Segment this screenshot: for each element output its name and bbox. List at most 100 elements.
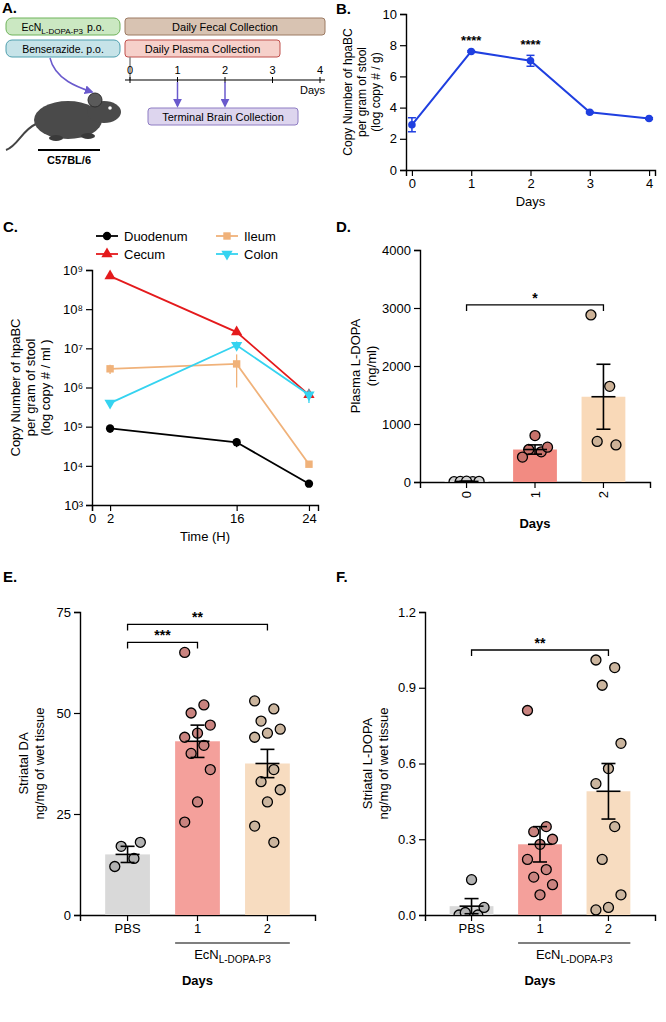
tick-label: 1000 (382, 417, 411, 432)
axis-title: Striatal L-DOPA (360, 717, 375, 809)
timeline-tick (320, 77, 321, 83)
legend-label: Duodenum (124, 229, 188, 244)
data-point (597, 854, 607, 864)
tick: 1.2 (398, 605, 425, 620)
tick-label: PBS (459, 921, 485, 936)
tick-mark (86, 427, 92, 428)
axis-title: Plasma L-DOPA (348, 318, 363, 413)
tick-mark (412, 170, 413, 176)
data-point (106, 365, 113, 372)
data-line (110, 428, 309, 483)
axis-title: Days (524, 973, 555, 988)
terminal-arrow (177, 82, 179, 106)
error-cap (533, 826, 547, 828)
axis-title: ng/mg of wet tissue (32, 708, 47, 820)
error-cap (601, 818, 615, 820)
data-point (305, 461, 312, 468)
significance: *** (154, 627, 171, 643)
bar (513, 450, 557, 482)
data-point (275, 785, 285, 795)
timeline-tick (130, 77, 131, 83)
tick-label: 4 (390, 100, 397, 115)
tick-label: 2 (107, 511, 114, 526)
tick: 0 (64, 908, 80, 923)
tick-mark (197, 915, 198, 921)
tick-label: 10⁸ (63, 302, 83, 317)
panel-0: B.024681001234Copy Number of hpaBCper gr… (336, 0, 656, 209)
error-cap (533, 861, 547, 863)
data-point (110, 862, 120, 872)
data-point (106, 424, 114, 432)
tick-label: 0.9 (398, 680, 416, 695)
data-point (180, 817, 190, 827)
tick: 16 (230, 505, 244, 526)
tick-label: 1 (468, 176, 475, 191)
tick: 50 (57, 706, 80, 721)
axis-line (426, 916, 656, 922)
axis-title: Time (H) (180, 529, 230, 544)
tick-label: 10³ (64, 498, 83, 513)
tick-label: 4 (646, 176, 653, 191)
y-axis: 0255075 (57, 605, 81, 923)
tick-label: 10⁹ (63, 263, 83, 278)
significance: ** (535, 635, 546, 651)
tick: 3 (587, 170, 594, 191)
tick-label: 6 (390, 69, 397, 84)
data-point (529, 827, 539, 837)
terminal-arrow (224, 82, 226, 106)
tick-label: 25 (57, 807, 71, 822)
data-point (586, 310, 596, 320)
error-cap (596, 363, 610, 365)
panel-letter: C. (3, 218, 18, 235)
error-cap (191, 724, 205, 726)
data-point (135, 837, 145, 847)
treatment-suffix: p.o. (87, 21, 105, 33)
data-point (250, 732, 260, 742)
data-point (467, 875, 477, 885)
tick-label: 0.6 (398, 756, 416, 771)
mean-line (528, 843, 552, 845)
data-line (110, 345, 309, 403)
plot-area (408, 48, 653, 132)
data-point (591, 905, 601, 915)
tick-mark (86, 387, 92, 388)
tick-mark (309, 505, 310, 511)
collection-label: Terminal Brain Collection (162, 111, 284, 123)
axis-line (407, 171, 656, 177)
tick-mark (86, 270, 92, 271)
tick-mark (471, 170, 472, 176)
data-point (543, 442, 553, 452)
significance: **** (461, 33, 482, 48)
data-point (605, 381, 615, 391)
bar (245, 764, 290, 916)
x-axis: PBS12 (426, 915, 656, 936)
axis-title: Days (519, 516, 550, 531)
data-line (412, 51, 649, 124)
mean-line (455, 481, 479, 482)
tick-mark (590, 170, 591, 176)
tick-label: 10 (383, 7, 397, 22)
group-label: EcNL-DOPA-P3 (536, 947, 613, 965)
panel-letter: A. (2, 0, 17, 16)
error-cap (601, 763, 615, 765)
mean-line (596, 790, 620, 792)
data-point (186, 708, 196, 718)
timeline-title: Days (300, 84, 326, 96)
mean-line (186, 740, 210, 742)
tick-label: 3 (587, 176, 594, 191)
axis-line (421, 483, 651, 489)
data-point (645, 115, 653, 123)
tick: 0 (404, 475, 420, 490)
tick: 2 (264, 915, 271, 936)
axis-line (414, 251, 421, 483)
tick-mark (649, 170, 650, 176)
timeline-label: 4 (317, 64, 323, 76)
collection-label: Daily Plasma Collection (145, 43, 261, 55)
error-cap (528, 453, 542, 455)
significance: **** (520, 37, 541, 52)
x-axis: PBS12 (81, 915, 316, 936)
tick: 4 (390, 100, 406, 115)
data-point (269, 837, 279, 847)
tick: 1 (194, 915, 201, 936)
legend-symbol (101, 247, 112, 257)
